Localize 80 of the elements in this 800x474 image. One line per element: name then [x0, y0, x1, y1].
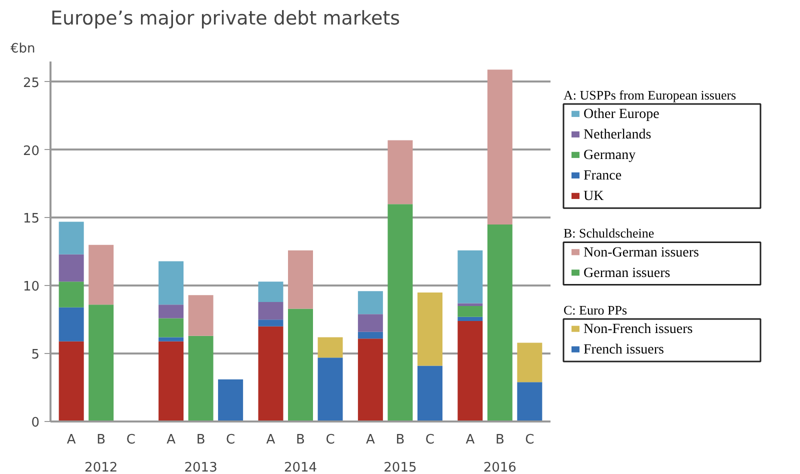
x-tick-label: C — [525, 432, 534, 448]
bar — [358, 332, 383, 339]
bar — [417, 366, 442, 422]
x-tick-label: C — [126, 432, 136, 448]
x-tick-label: C — [425, 432, 435, 448]
bar — [458, 250, 483, 304]
bar — [158, 341, 184, 422]
bar — [417, 292, 442, 366]
legend-label: Non-French issuers — [584, 322, 693, 338]
legend-label: German issuers — [584, 266, 670, 281]
bar — [458, 306, 483, 317]
x-tick-label: A — [266, 432, 276, 448]
bar — [188, 295, 214, 336]
bar — [88, 244, 114, 305]
bar — [458, 303, 483, 306]
text: A: USPPs from European issuers — [564, 87, 736, 102]
bar — [218, 379, 244, 422]
bar — [58, 254, 84, 282]
x-tick-label: C — [226, 432, 236, 448]
text: C: Euro PPs — [564, 302, 628, 318]
bar — [388, 204, 413, 422]
x-tick-label: B — [396, 432, 405, 448]
y-tick-label: 0 — [31, 416, 40, 430]
bar — [58, 282, 84, 308]
bar — [517, 342, 542, 382]
x-tick-label: C — [326, 432, 335, 448]
y-tick-label: 10 — [22, 280, 40, 295]
y-axis-title: €bn — [10, 42, 36, 56]
x-tick-label: A — [466, 432, 475, 448]
bar — [258, 282, 284, 302]
bar — [58, 222, 84, 254]
legend-label: Other Europe — [584, 107, 660, 122]
bar — [458, 320, 483, 422]
bar — [188, 336, 214, 422]
bar — [358, 338, 383, 422]
text: 2012 — [84, 460, 118, 474]
bar — [318, 337, 343, 358]
x-tick-label: B — [196, 432, 206, 448]
legend-label: Non-German issuers — [584, 245, 699, 260]
bar — [288, 250, 313, 309]
bar — [258, 302, 284, 320]
bar — [158, 318, 184, 338]
x-tick-label: A — [166, 432, 176, 448]
y-tick-label: 5 — [31, 348, 40, 363]
x-tick-label: A — [66, 432, 76, 448]
bar — [288, 308, 313, 422]
bar — [487, 70, 512, 225]
legend-label: French issuers — [584, 342, 664, 358]
y-tick-label: 15 — [22, 212, 40, 227]
bar — [487, 224, 512, 422]
legend-label: Germany — [584, 148, 636, 164]
legend-label: UK — [584, 189, 604, 204]
legend-label: Netherlands — [584, 128, 652, 143]
bar — [517, 382, 542, 422]
bar — [158, 261, 184, 305]
x-tick-label: B — [96, 432, 106, 448]
bar — [258, 320, 284, 326]
bar — [258, 326, 284, 422]
y-tick-label: 25 — [22, 76, 40, 91]
bar — [458, 316, 483, 321]
text: B: Schuldscheine — [564, 226, 654, 241]
y-tick-label: 20 — [22, 144, 40, 159]
bar — [58, 341, 84, 422]
bar — [358, 291, 383, 314]
bar — [358, 314, 383, 332]
bar — [388, 140, 413, 204]
x-tick-label: B — [296, 432, 305, 448]
chart-title: Europe’s major private debt markets — [50, 8, 400, 30]
bar — [158, 304, 184, 318]
x-tick-label: B — [495, 432, 504, 448]
text: 2014 — [284, 460, 318, 474]
legend-label: France — [584, 168, 622, 184]
bar — [158, 337, 184, 342]
bar — [88, 304, 114, 422]
bar — [58, 307, 84, 342]
bar — [318, 358, 343, 422]
x-tick-label: A — [366, 432, 375, 448]
text: 2015 — [384, 460, 417, 474]
text: 2013 — [184, 460, 218, 474]
text: 2016 — [483, 460, 516, 474]
